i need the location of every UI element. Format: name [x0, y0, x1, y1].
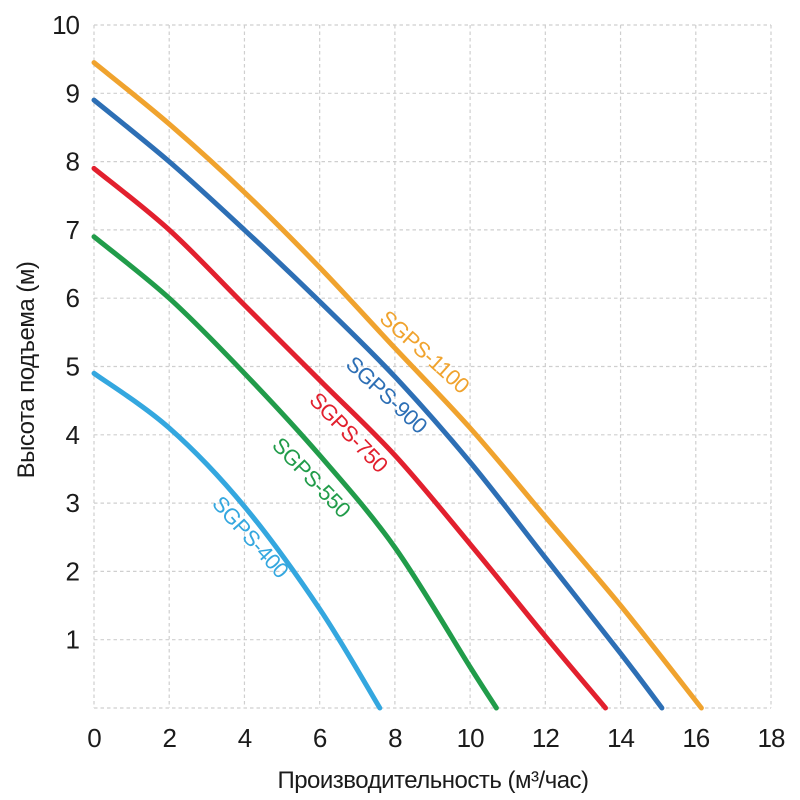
y-tick-label: 4 — [66, 420, 80, 450]
series-curve-sgps-750 — [91, 165, 608, 711]
x-tick-label: 18 — [758, 723, 785, 753]
x-tick-label: 10 — [457, 723, 484, 753]
x-tick-label: 0 — [87, 723, 101, 753]
y-tick-label: 7 — [66, 215, 80, 245]
y-axis-title: Высота подъема (м) — [13, 262, 40, 479]
y-tick-label: 8 — [66, 147, 80, 177]
grid-layer — [93, 24, 772, 709]
x-tick-label: 4 — [238, 723, 252, 753]
x-axis-title: Производительность (м³/час) — [277, 767, 588, 794]
series-curve-sgps-550 — [91, 234, 499, 711]
y-tick-label: 5 — [66, 352, 80, 382]
series-curve-sgps-400 — [91, 370, 383, 711]
x-tick-label: 14 — [607, 723, 634, 753]
x-tick-label: 16 — [682, 723, 709, 753]
y-tick-label: 2 — [66, 556, 80, 586]
y-tick-label: 1 — [66, 625, 80, 655]
series-label-sgps-400: SGPS-400 — [207, 491, 293, 583]
y-tick-label: 9 — [66, 78, 80, 108]
x-tick-label: 6 — [313, 723, 327, 753]
y-tick-label: 6 — [66, 283, 80, 313]
curve-labels-layer: SGPS-400SGPS-550SGPS-750SGPS-900SGPS-110… — [207, 305, 474, 583]
x-tick-label: 8 — [388, 723, 402, 753]
curves-layer — [91, 60, 704, 711]
y-tick-label: 10 — [52, 10, 79, 40]
y-tick-label: 3 — [66, 488, 80, 518]
x-tick-label: 12 — [532, 723, 559, 753]
series-curve-sgps-1100 — [91, 60, 704, 711]
series-curve-sgps-900 — [91, 97, 665, 711]
x-tick-label: 2 — [162, 723, 176, 753]
